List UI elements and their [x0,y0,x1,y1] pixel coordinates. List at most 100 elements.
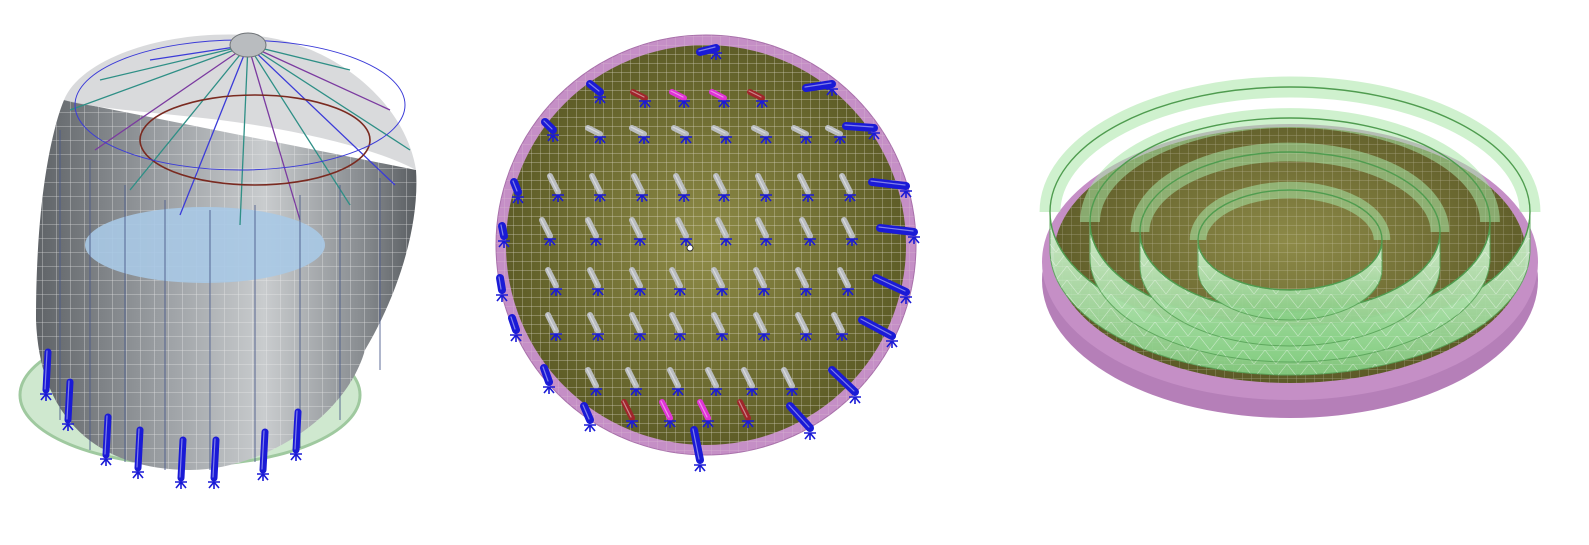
slab-column [797,173,811,195]
support-footing [886,340,898,348]
slab-column [669,267,683,289]
support-footing [760,194,772,202]
slab-column [587,267,601,289]
support-footing [786,388,798,396]
slab-column [585,125,603,137]
slab-column [791,125,809,137]
slab-perimeter-pile [690,426,704,464]
foundation-slab-model [495,34,920,472]
support-footing [678,194,690,202]
support-footing [552,194,564,202]
support-footing [594,96,606,104]
support-footing [132,471,144,479]
slab-column [825,125,843,137]
support-footing [636,194,648,202]
silo-support-column [292,408,302,454]
support-footing [680,136,692,144]
support-footing [720,136,732,144]
slab-perimeter-pile [580,402,594,424]
silo-support-column [210,436,220,482]
slab-column [671,125,689,137]
slab-column [539,217,553,239]
support-footing [710,52,722,60]
support-footing [62,423,74,431]
slab-perimeter-piles [496,44,920,472]
slab-perimeter-pile [828,366,859,396]
slab-column [837,267,851,289]
slab-perimeter-pile [508,314,520,334]
slab-column [711,267,725,289]
silo-structure-model [18,32,417,489]
support-footing [630,388,642,396]
support-footing [175,481,187,489]
slab-column [629,125,647,137]
slab-column [715,217,729,239]
slab-perimeter-pile [540,364,553,386]
support-footing [718,194,730,202]
support-footing [678,100,690,108]
support-footing [594,136,606,144]
slab-perimeter-pile [496,274,506,294]
support-footing [756,100,768,108]
support-footing [592,288,604,296]
slab-columns [539,89,858,428]
silo-supports [40,348,302,489]
slab-column [741,367,755,389]
slab-perimeter-pile [802,80,836,92]
support-footing [626,420,638,428]
support-footing [760,136,772,144]
support-footing [590,238,602,246]
support-footing [257,473,269,481]
slab-column [629,267,643,289]
slab-perimeter-pile [876,224,918,236]
support-footing [758,288,770,296]
slab-column [709,89,727,101]
slab-perimeter-pile [786,402,814,432]
slab-column [547,173,561,195]
support-footing [664,420,676,428]
silo-support-column [177,436,187,482]
slab-column [585,367,599,389]
support-footing [742,420,754,428]
slab-perimeter-pile [868,178,910,190]
support-footing [594,194,606,202]
ring-wall [1189,181,1391,321]
support-footing [746,388,758,396]
support-footing [694,464,706,472]
concentric-rings-model [1039,76,1541,418]
slab-column [737,399,751,421]
support-footing [208,481,220,489]
slab-perimeter-pile [842,122,878,132]
support-footing [702,420,714,428]
support-footing [512,196,524,204]
support-footing [550,333,562,341]
slab-column [711,125,729,137]
slab-column [753,267,767,289]
support-footing [849,396,861,404]
support-footing [760,238,772,246]
ring-wall [1080,108,1500,363]
slab-column [755,217,769,239]
support-footing [716,288,728,296]
slab-column [711,312,725,334]
slab-column [629,312,643,334]
support-footing [290,453,302,461]
support-footing [510,334,522,342]
support-footing [720,238,732,246]
slab-column [629,217,643,239]
support-footing [804,238,816,246]
support-footing [710,388,722,396]
slab-column [669,89,687,101]
slab-column [841,217,855,239]
support-footing [544,238,556,246]
slab-column [669,312,683,334]
slab-column [705,367,719,389]
silo-support-column [42,348,52,394]
slab-column [667,367,681,389]
slab-column [545,267,559,289]
silo-water-surface [85,207,325,283]
slab-perimeter-pile [696,44,720,56]
support-footing [908,236,920,244]
support-footing [844,194,856,202]
